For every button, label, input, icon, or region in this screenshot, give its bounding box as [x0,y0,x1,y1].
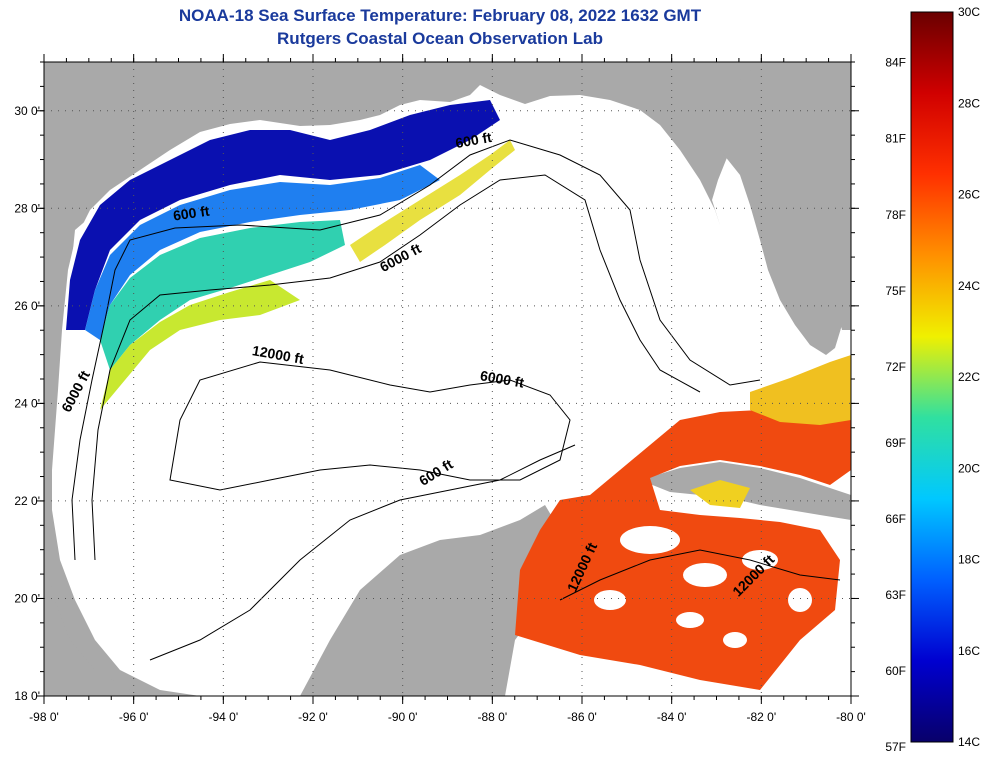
sst-yellowgreen-band [100,280,300,410]
lat-tick-label: 18 0' [14,689,40,703]
lon-tick-label: -84 0' [657,710,687,724]
lon-tick-label: -98 0' [29,710,59,724]
lat-tick-label: 24 0' [14,396,40,410]
lon-tick-label: -80 0' [836,710,866,724]
lon-tick-label: -96 0' [119,710,149,724]
lon-tick-label: -86 0' [567,710,597,724]
land-yucatan [300,505,560,696]
lon-tick-label: -88 0' [478,710,508,724]
longitude-labels: -98 0' -96 0' -94 0' -92 0' -90 0' -88 0' -86 … [29,710,866,724]
sst-warm-loop-current [515,398,851,690]
contour-12000ft [169,361,571,491]
contour-12000ft-caribbean [559,549,841,601]
sst-cold-shelf [66,100,500,330]
land-florida [700,62,851,355]
title-line-2: Rutgers Coastal Ocean Observation Lab [277,29,603,48]
lat-tick-label: 20 0' [14,591,40,605]
land-central-america [44,560,200,696]
lat-tick-label: 22 0' [14,494,40,508]
sst-warm-shelf-north [350,140,515,262]
lon-tick-label: -94 0' [209,710,239,724]
lon-tick-label: -90 0' [388,710,418,724]
sst-yellow-east [750,355,851,425]
sst-yellow-cuba-north [690,480,750,508]
lat-tick-label: 26 0' [14,299,40,313]
title-line-1: NOAA-18 Sea Surface Temperature: Februar… [178,6,702,25]
latitude-labels: 30 0' 28 0' 26 0' 24 0' 22 0' 20 0' 18 0' [14,104,40,703]
lon-tick-label: -82 0' [747,710,777,724]
sst-cool-band [85,165,440,340]
bathymetry-contours [71,139,841,661]
axis-ticks [36,54,859,704]
contour-label: 600 ft [172,203,211,224]
contour-label: 600 ft [454,129,493,151]
graticule-grid [44,62,851,696]
lon-tick-label: -92 0' [298,710,328,724]
lat-tick-label: 28 0' [14,201,40,215]
lat-tick-label: 30 0' [14,104,40,118]
cloud-gaps [594,526,812,648]
contour-600ft [71,139,761,561]
contour-label: 6000 ft [479,367,526,391]
sst-teal-band [100,220,345,370]
contour-6000ft [91,174,701,561]
contour-600ft-yucatan [149,444,576,661]
map-title: NOAA-18 Sea Surface Temperature: Februar… [0,4,880,50]
